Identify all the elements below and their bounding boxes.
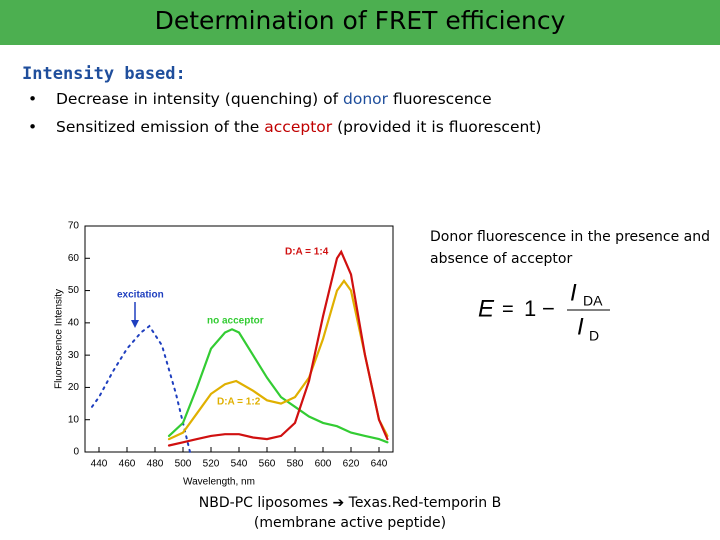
- y-tick-label: 40: [68, 317, 80, 328]
- text: (provided it is fluorescent): [332, 118, 542, 136]
- bullet-list: Decrease in intensity (quenching) of don…: [22, 90, 541, 146]
- x-tick-label: 640: [371, 459, 388, 470]
- chart: 0 10 20 30 40 50 60 70 440 460 480 500 520 540 560 580 6…: [54, 221, 394, 488]
- caption: NBD-PC liposomes ➔ Texas.Red-temporin B (…: [170, 493, 530, 533]
- formula-one: 1: [524, 296, 536, 321]
- x-tick-label: 520: [203, 459, 220, 470]
- highlight: acceptor: [264, 118, 333, 136]
- formula-num: I: [570, 280, 577, 306]
- x-tick-label: 500: [175, 459, 192, 470]
- series-line: [167, 328, 389, 444]
- y-tick-label: 30: [68, 350, 80, 361]
- x-tick-label: 580: [287, 459, 304, 470]
- formula-eq: =: [502, 298, 514, 320]
- highlight: donor: [343, 90, 389, 108]
- series-line: [91, 324, 191, 453]
- text: Decrease in intensity (quenching) of: [56, 90, 344, 108]
- title-bar: Determination of FRET efficiency: [0, 0, 720, 45]
- x-tick-label: 440: [91, 459, 108, 470]
- series-line: [167, 249, 389, 447]
- formula-num-sub: DA: [583, 293, 603, 309]
- arrow-icon: ➔: [332, 495, 345, 511]
- y-tick-label: 70: [68, 221, 80, 232]
- y-tick-label: 20: [68, 382, 80, 393]
- side-note: Donor fluorescence in the presence and a…: [430, 229, 711, 267]
- y-tick-label: 0: [73, 447, 79, 458]
- plot-frame: [84, 225, 394, 453]
- x-tick-label: 560: [259, 459, 276, 470]
- caption-right: Texas.Red-temporin B: [348, 495, 502, 511]
- x-tick-label: 480: [147, 459, 164, 470]
- caption-line2: (membrane active peptide): [253, 515, 447, 531]
- bullet: Sensitized emission of the acceptor (pro…: [22, 118, 541, 136]
- formula-minus: −: [542, 296, 555, 321]
- x-tick-label: 540: [231, 459, 248, 470]
- slide-title: Determination of FRET efficiency: [154, 6, 566, 35]
- text: fluorescence: [388, 90, 492, 108]
- series-label: excitation: [117, 290, 164, 301]
- x-axis-title: Wavelength, nm: [183, 477, 255, 488]
- y-axis-title: Fluorescence Intensity: [54, 289, 65, 389]
- formula-den-sub: D: [589, 328, 599, 344]
- caption-left: NBD-PC liposomes: [198, 495, 328, 511]
- y-tick-label: 10: [68, 414, 80, 425]
- heading: Intensity based:: [22, 64, 186, 84]
- series-line: [167, 279, 389, 441]
- label-arrowhead: [131, 320, 139, 328]
- bullet: Decrease in intensity (quenching) of don…: [22, 90, 541, 108]
- x-tick-label: 460: [119, 459, 136, 470]
- series-label: no acceptor: [207, 316, 264, 327]
- x-tick-label: 600: [315, 459, 332, 470]
- formula: E = 1 − I DA I D: [478, 280, 610, 344]
- text: Sensitized emission of the: [56, 118, 265, 136]
- y-tick-label: 60: [68, 253, 80, 264]
- formula-den: I: [577, 313, 584, 340]
- x-tick-label: 620: [343, 459, 360, 470]
- series-label: D:A = 1:2: [217, 397, 261, 408]
- formula-e: E: [478, 295, 495, 322]
- y-tick-label: 50: [68, 285, 80, 296]
- series-label: D:A = 1:4: [285, 247, 329, 258]
